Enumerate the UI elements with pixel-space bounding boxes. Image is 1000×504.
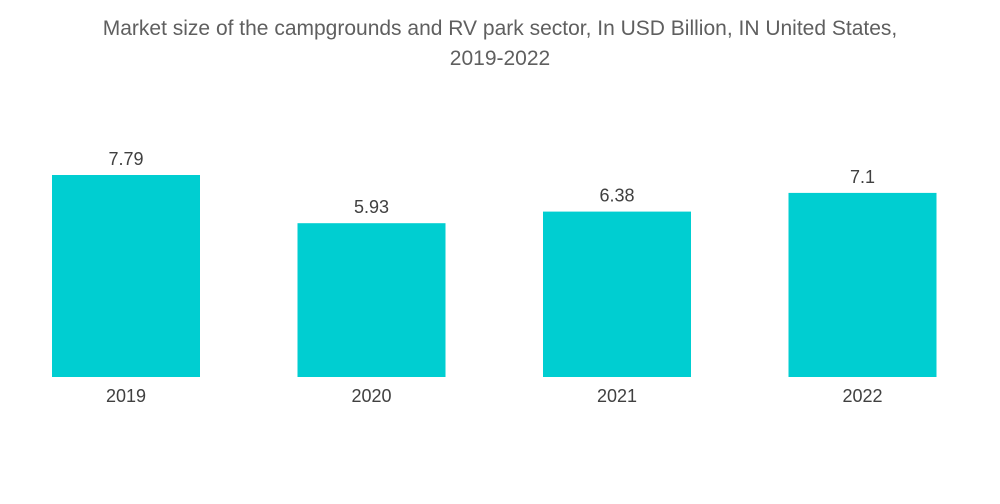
chart-title: Market size of the campgrounds and RV pa… <box>0 14 1000 74</box>
value-labels-group: 7.79 5.93 6.38 7.1 <box>108 149 875 217</box>
bars-group <box>52 175 937 377</box>
value-label-2019: 7.79 <box>108 149 143 169</box>
bar-2021 <box>543 211 691 377</box>
x-tick-label-2019: 2019 <box>106 386 146 406</box>
x-tick-label-2021: 2021 <box>597 386 637 406</box>
x-tick-label-2022: 2022 <box>842 386 882 406</box>
bar-2019 <box>52 175 200 377</box>
x-tick-labels-group: 2019 2020 2021 2022 <box>106 386 883 406</box>
value-label-2022: 7.1 <box>850 167 875 187</box>
value-label-2020: 5.93 <box>354 197 389 217</box>
bar-2020 <box>297 223 446 377</box>
bar-2022 <box>788 192 937 377</box>
chart-title-line-1: Market size of the campgrounds and RV pa… <box>102 17 898 40</box>
value-label-2021: 6.38 <box>599 186 634 206</box>
x-tick-label-2020: 2020 <box>351 386 391 406</box>
chart-title-line-2: 2019-2022 <box>449 47 551 70</box>
